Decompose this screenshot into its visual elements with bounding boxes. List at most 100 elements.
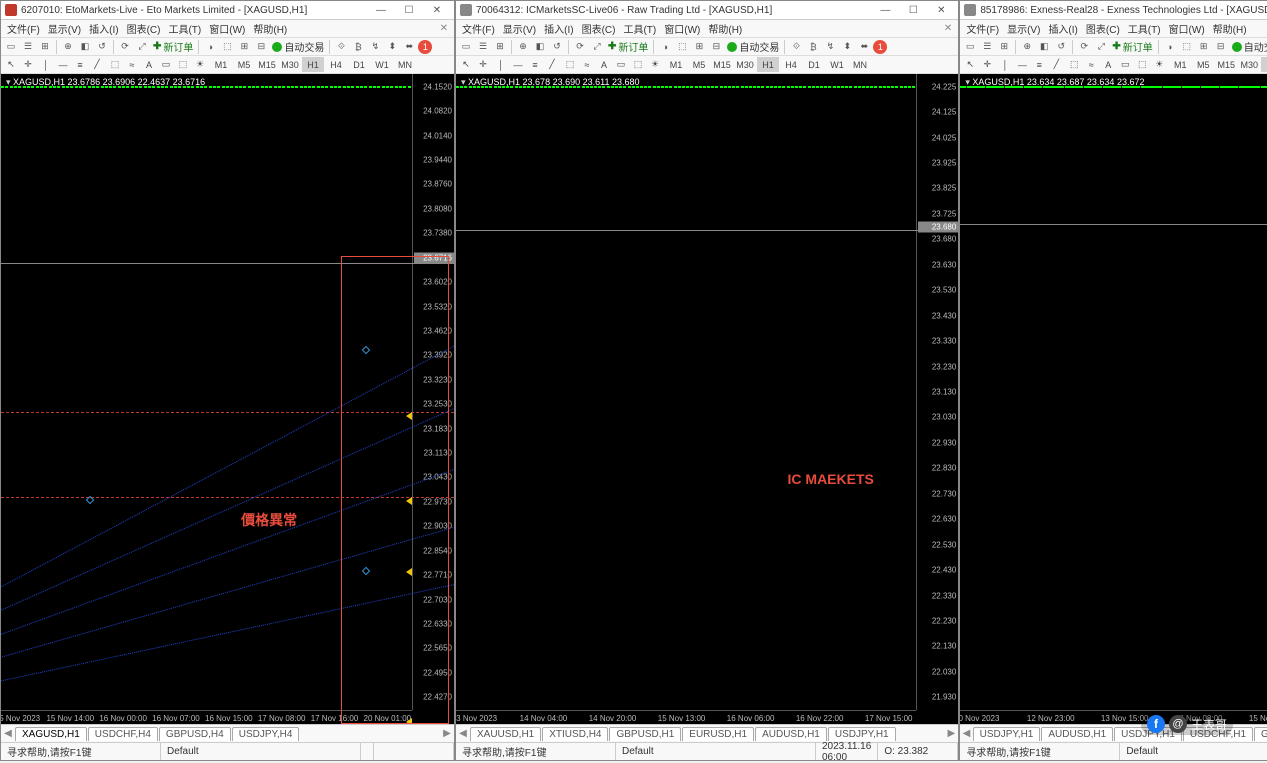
alert-badge[interactable]: 1 [873, 40, 887, 54]
draw-tool-11[interactable]: ☀ [1151, 57, 1167, 73]
draw-tool-9[interactable]: ▭ [613, 57, 629, 73]
new-order-button[interactable]: ✚新订单 [151, 39, 195, 54]
timeframe-W1[interactable]: W1 [371, 57, 393, 72]
menu-item[interactable]: 文件(F) [962, 21, 1003, 36]
draw-tool-1[interactable]: ✛ [475, 57, 491, 73]
auto-trade-toggle[interactable]: 自动交易 [725, 39, 781, 54]
draw-tool-5[interactable]: ╱ [89, 57, 105, 73]
menu-item[interactable]: 文件(F) [3, 21, 44, 36]
menu-item[interactable]: 显示(V) [499, 21, 540, 36]
toolbar-button-b3[interactable]: ⊟ [708, 39, 724, 55]
toolbar-button-2[interactable]: ⊞ [492, 39, 508, 55]
tabs-scroll-left[interactable]: ◀ [960, 728, 972, 739]
toolbar-button-c0[interactable]: ⟐ [788, 39, 804, 55]
toolbar-button-2[interactable]: ⊞ [996, 39, 1012, 55]
chart-tab[interactable]: AUDUSD,H1 [1041, 727, 1113, 741]
timeframe-H1[interactable]: H1 [757, 57, 779, 72]
new-order-button[interactable]: ✚新订单 [606, 39, 650, 54]
draw-tool-6[interactable]: ⬚ [1066, 57, 1082, 73]
toolbar-button-2[interactable]: ⊞ [37, 39, 53, 55]
toolbar-button-b1[interactable]: ⬚ [1179, 39, 1195, 55]
inner-close-button[interactable]: ✕ [940, 23, 956, 34]
toolbar-button-4[interactable]: ◧ [532, 39, 548, 55]
toolbar-button-4[interactable]: ◧ [1036, 39, 1052, 55]
menu-item[interactable]: 工具(T) [1124, 21, 1165, 36]
maximize-button[interactable]: ☐ [900, 2, 926, 18]
toolbar-button-7[interactable]: ⤢ [1093, 39, 1109, 55]
toolbar-button-6[interactable]: ⟳ [1076, 39, 1092, 55]
draw-tool-0[interactable]: ↖ [3, 57, 19, 73]
auto-trade-toggle[interactable]: 自动交易 [1230, 39, 1267, 54]
draw-tool-2[interactable]: │ [997, 57, 1013, 73]
menu-item[interactable]: 帮助(H) [1209, 21, 1251, 36]
menu-item[interactable]: 工具(T) [619, 21, 660, 36]
chart-tab[interactable]: GBPUSD,H1 [609, 727, 681, 741]
menu-item[interactable]: 插入(I) [540, 21, 577, 36]
timeframe-M30[interactable]: M30 [1238, 57, 1260, 72]
draw-tool-8[interactable]: A [1100, 57, 1116, 73]
toolbar-button-3[interactable]: ⊕ [515, 39, 531, 55]
toolbar-button-1[interactable]: ☰ [20, 39, 36, 55]
toolbar-button-6[interactable]: ⟳ [117, 39, 133, 55]
chart-tab[interactable]: EURUSD,H1 [682, 727, 754, 741]
toolbar-button-c0[interactable]: ⟐ [333, 39, 349, 55]
toolbar-button-c3[interactable]: ⬍ [384, 39, 400, 55]
draw-tool-10[interactable]: ⬚ [175, 57, 191, 73]
draw-tool-7[interactable]: ≈ [579, 57, 595, 73]
timeframe-D1[interactable]: D1 [803, 57, 825, 72]
toolbar-button-b3[interactable]: ⊟ [253, 39, 269, 55]
draw-tool-2[interactable]: │ [493, 57, 509, 73]
draw-tool-4[interactable]: ≡ [527, 57, 543, 73]
menu-item[interactable]: 帮助(H) [704, 21, 746, 36]
draw-tool-1[interactable]: ✛ [20, 57, 36, 73]
toolbar-button-5[interactable]: ↺ [94, 39, 110, 55]
toolbar-button-5[interactable]: ↺ [549, 39, 565, 55]
toolbar-button-b2[interactable]: ⊞ [691, 39, 707, 55]
chart-tab[interactable]: XAGUSD,H1 [15, 727, 87, 741]
menu-item[interactable]: 插入(I) [85, 21, 122, 36]
timeframe-D1[interactable]: D1 [348, 57, 370, 72]
menu-item[interactable]: 图表(C) [123, 21, 165, 36]
toolbar-button-3[interactable]: ⊕ [60, 39, 76, 55]
menu-item[interactable]: 显示(V) [1003, 21, 1044, 36]
toolbar-button-c4[interactable]: ⬌ [401, 39, 417, 55]
toolbar-button-c3[interactable]: ⬍ [839, 39, 855, 55]
timeframe-M1[interactable]: M1 [665, 57, 687, 72]
chart-area[interactable]: ▾ XAGUSD,H1 23.678 23.690 23.611 23.6802… [456, 74, 958, 724]
draw-tool-3[interactable]: — [510, 57, 526, 73]
minimize-button[interactable]: — [368, 2, 394, 18]
timeframe-M15[interactable]: M15 [256, 57, 278, 72]
timeframe-H4[interactable]: H4 [325, 57, 347, 72]
timeframe-W1[interactable]: W1 [826, 57, 848, 72]
toolbar-button-b0[interactable]: ◑ [657, 39, 673, 55]
draw-tool-9[interactable]: ▭ [1117, 57, 1133, 73]
draw-tool-9[interactable]: ▭ [158, 57, 174, 73]
toolbar-button-7[interactable]: ⤢ [134, 39, 150, 55]
chart-tab[interactable]: AUDUSD,H1 [755, 727, 827, 741]
toolbar-button-0[interactable]: ▭ [458, 39, 474, 55]
toolbar-button-c2[interactable]: ↯ [822, 39, 838, 55]
draw-tool-10[interactable]: ⬚ [630, 57, 646, 73]
menu-item[interactable]: 窗口(W) [660, 21, 704, 36]
draw-tool-0[interactable]: ↖ [458, 57, 474, 73]
toolbar-button-3[interactable]: ⊕ [1019, 39, 1035, 55]
close-button[interactable]: ✕ [928, 2, 954, 18]
chart-tab[interactable]: XTIUSD,H4 [542, 727, 608, 741]
toolbar-button-4[interactable]: ◧ [77, 39, 93, 55]
draw-tool-6[interactable]: ⬚ [107, 57, 123, 73]
chart-tab[interactable]: XAUUSD,H1 [470, 727, 541, 741]
menu-item[interactable]: 显示(V) [44, 21, 85, 36]
chart-tab[interactable]: GBPUSD,H4 [159, 727, 231, 741]
timeframe-M5[interactable]: M5 [688, 57, 710, 72]
draw-tool-5[interactable]: ╱ [544, 57, 560, 73]
toolbar-button-b2[interactable]: ⊞ [1196, 39, 1212, 55]
tabs-scroll-left[interactable]: ◀ [456, 728, 470, 739]
draw-tool-2[interactable]: │ [38, 57, 54, 73]
timeframe-H4[interactable]: H4 [780, 57, 802, 72]
tabs-scroll-right[interactable]: ▶ [440, 728, 454, 739]
chart-tab[interactable]: GBPUSD,H1 [1254, 727, 1267, 741]
chart-tab[interactable]: USDCHF,H4 [88, 727, 158, 741]
draw-tool-10[interactable]: ⬚ [1134, 57, 1150, 73]
menu-item[interactable]: 图表(C) [1082, 21, 1124, 36]
draw-tool-8[interactable]: A [141, 57, 157, 73]
